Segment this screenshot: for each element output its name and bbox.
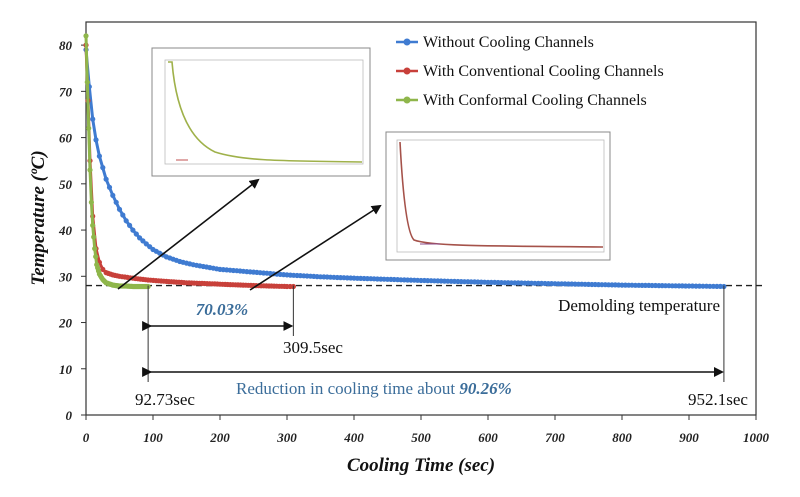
x-tick-label: 600 xyxy=(478,430,498,445)
legend-label: Without Cooling Channels xyxy=(423,34,594,51)
data-point xyxy=(100,266,106,272)
legend-item: Without Cooling Channels xyxy=(396,34,594,51)
inset-conventional xyxy=(385,131,611,261)
legend-swatch-marker xyxy=(403,96,411,104)
data-point xyxy=(91,234,97,240)
series-without xyxy=(83,47,727,290)
inset-conventional-curve xyxy=(399,141,604,248)
data-point xyxy=(110,192,116,198)
demolding-label: Demolding temperature xyxy=(558,296,720,315)
y-tick-label: 40 xyxy=(58,223,73,238)
data-point xyxy=(90,116,96,122)
data-point xyxy=(106,184,113,190)
data-point xyxy=(88,199,94,205)
x-tick-label: 900 xyxy=(679,430,699,445)
inset-conformal-curve xyxy=(168,61,363,163)
legend-label: With Conventional Cooling Channels xyxy=(423,63,664,80)
legend-item: With Conformal Cooling Channels xyxy=(396,92,647,109)
x-tick-label: 800 xyxy=(612,430,632,445)
x-axis-title: Cooling Time (sec) xyxy=(347,455,495,476)
reduction-90-value: 90.26% xyxy=(459,379,511,398)
data-point xyxy=(100,165,106,171)
legend-label: With Conformal Cooling Channels xyxy=(423,92,647,109)
x-tick-label: 700 xyxy=(545,430,565,445)
without-time-label: 952.1sec xyxy=(688,390,748,409)
data-point xyxy=(140,238,146,244)
data-point xyxy=(123,218,129,224)
y-tick-label: 60 xyxy=(59,131,73,146)
data-point xyxy=(96,153,102,159)
data-point xyxy=(83,33,89,39)
data-point xyxy=(116,206,123,212)
conformal-time-label: 92.73sec xyxy=(135,390,195,409)
x-tick-label: 1000 xyxy=(743,430,770,445)
reduction-90-label: Reduction in cooling time about 90.26% xyxy=(236,379,512,398)
pointer-arrow-conventional xyxy=(249,204,382,291)
data-point xyxy=(120,212,126,218)
data-point xyxy=(127,222,133,228)
data-point xyxy=(137,235,143,241)
y-tick-label: 70 xyxy=(59,84,73,99)
inset-conventional-frame xyxy=(385,131,611,261)
axis-ticks: 0 100 200 300 400 500 600 700 800 900 1000 0 10 20 30 4… xyxy=(58,38,770,445)
data-point xyxy=(93,137,99,143)
y-tick-label: 10 xyxy=(59,362,73,377)
inset-conformal-plot xyxy=(164,59,364,165)
data-point xyxy=(103,176,109,182)
y-tick-label: 30 xyxy=(58,269,73,284)
legend-item: With Conventional Cooling Channels xyxy=(396,63,664,80)
inset-conventional-plot xyxy=(396,139,605,253)
inset-conformal-frame xyxy=(151,47,371,177)
y-axis-title: Temperature (ºC) xyxy=(28,150,49,285)
y-tick-label: 80 xyxy=(59,38,73,53)
series-layer xyxy=(83,33,727,290)
data-point xyxy=(133,231,139,237)
x-tick-label: 200 xyxy=(209,430,230,445)
x-tick-label: 500 xyxy=(411,430,431,445)
x-tick-label: 0 xyxy=(83,430,90,445)
pointer-arrow-conformal xyxy=(117,178,260,290)
data-point xyxy=(87,167,93,173)
data-point xyxy=(90,222,96,228)
conventional-time-label: 309.5sec xyxy=(283,338,343,357)
series-conformal xyxy=(83,33,151,290)
legend: Without Cooling Channels With Conventiona… xyxy=(396,34,664,109)
data-point xyxy=(92,246,98,252)
data-point xyxy=(84,79,90,85)
y-tick-label: 50 xyxy=(59,177,73,192)
y-tick-label: 20 xyxy=(58,316,73,331)
reduction-70-label: 70.03% xyxy=(196,300,248,319)
data-point xyxy=(93,254,99,260)
reduction-90-text: Reduction in cooling time about xyxy=(236,379,459,398)
x-tick-label: 400 xyxy=(343,430,364,445)
data-point xyxy=(130,227,136,233)
x-tick-label: 100 xyxy=(143,430,163,445)
legend-swatch-marker xyxy=(403,38,411,46)
y-tick-label: 0 xyxy=(66,408,73,423)
data-point xyxy=(113,199,119,205)
x-tick-label: 300 xyxy=(276,430,297,445)
legend-swatch-marker xyxy=(403,67,411,75)
inset-conformal xyxy=(151,47,371,177)
data-point xyxy=(86,125,92,131)
